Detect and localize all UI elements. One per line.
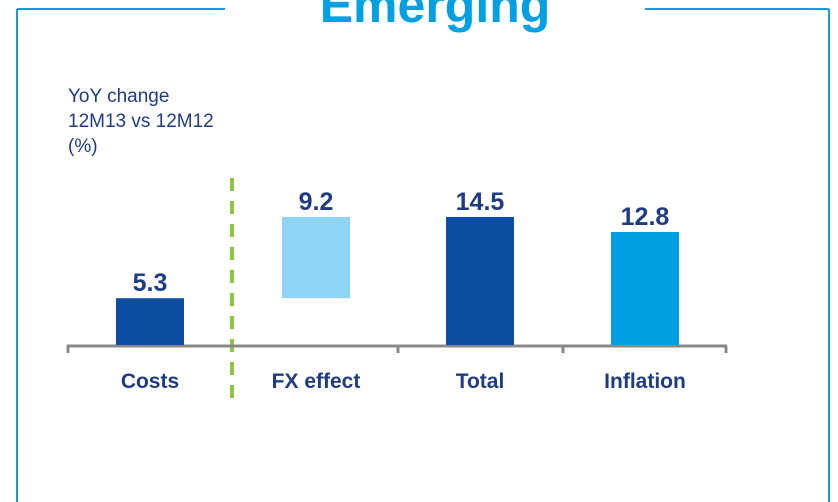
x-tick-label: FX effect xyxy=(272,370,361,393)
x-tick-label: Costs xyxy=(121,370,179,393)
bar xyxy=(282,216,350,299)
value-label: 5.3 xyxy=(133,269,168,297)
axis-label: 12M13 vs 12M12 xyxy=(68,111,214,132)
x-tick-label: Total xyxy=(456,370,505,393)
value-label: 12.8 xyxy=(621,203,670,231)
value-label: 14.5 xyxy=(456,188,505,216)
bar xyxy=(116,298,184,345)
axis-label: YoY change xyxy=(68,86,169,107)
chart-title: Emerging xyxy=(320,0,551,33)
bar xyxy=(611,231,679,345)
value-label: 9.2 xyxy=(299,188,334,216)
frame xyxy=(16,8,830,502)
axis-label: (%) xyxy=(68,136,98,157)
axis xyxy=(66,344,728,353)
x-tick-label: Inflation xyxy=(604,370,686,393)
bar xyxy=(446,216,514,345)
